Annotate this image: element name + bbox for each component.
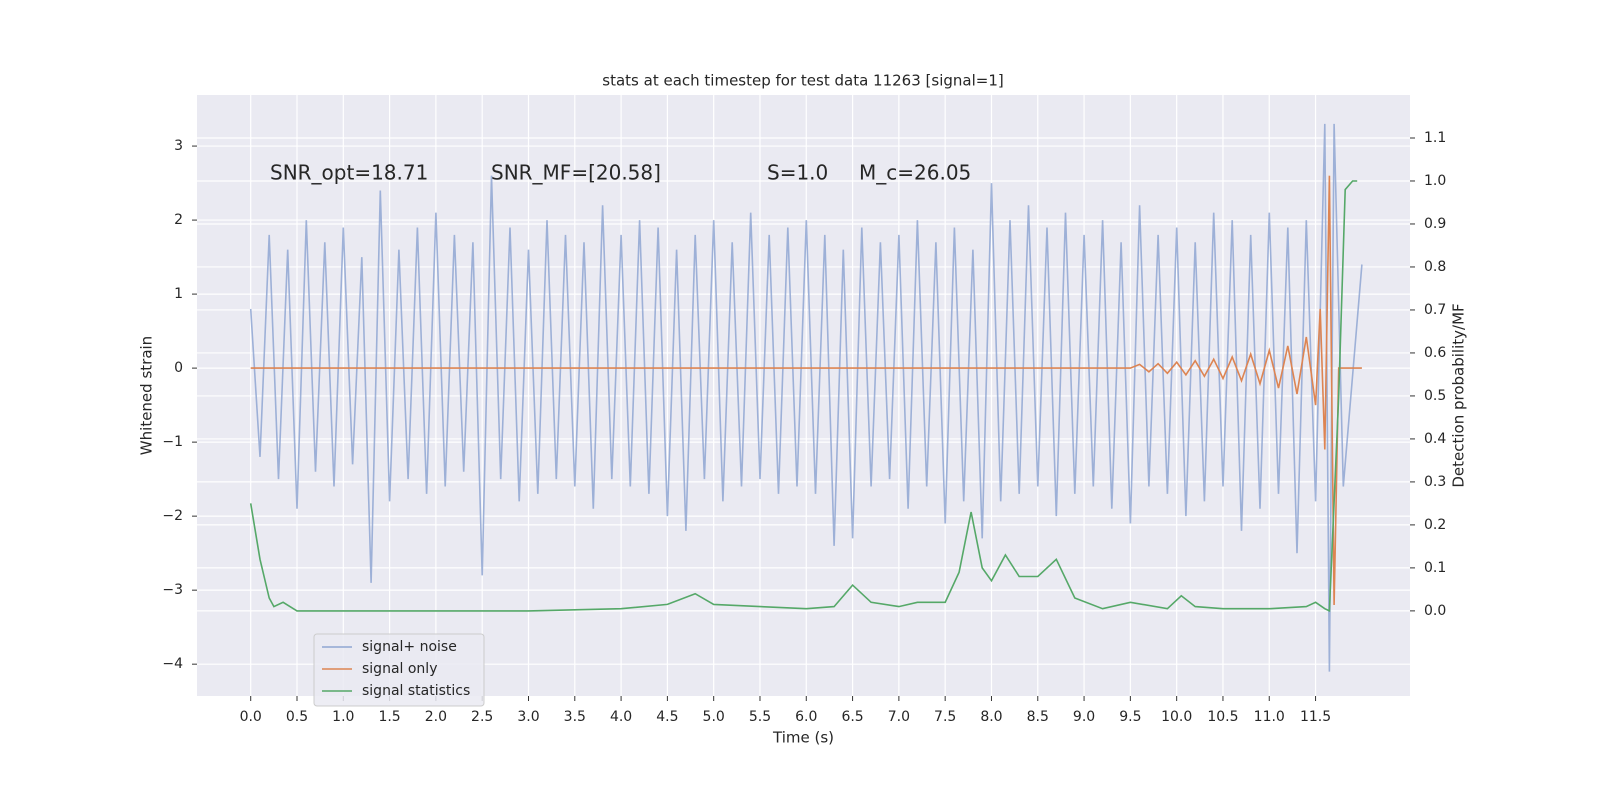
x-tick-label: 2.0 [425,709,447,725]
legend-box [313,633,485,707]
y-tick-label: −2 [162,508,183,524]
x-tick-label: 4.5 [656,709,678,725]
x-tick-label: 9.5 [1119,709,1141,725]
y2-tick-label: 0.5 [1424,388,1446,404]
x-tick-label: 6.5 [841,709,863,725]
y2-tick-label: 0.2 [1424,517,1446,533]
legend-label: signal statistics [362,683,470,699]
x-tick-label: 8.5 [1027,709,1049,725]
y-tick-label: 0 [174,360,183,376]
y2-tick-label: 0.6 [1424,345,1446,361]
y2-tick-label: 0.8 [1424,259,1446,275]
y-axis-label: Whitened strain [138,336,156,455]
y2-tick-label: 1.1 [1424,130,1446,146]
x-tick-label: 8.0 [980,709,1002,725]
series-line [250,175,1362,606]
legend-label: signal+ noise [362,639,457,655]
y-tick-label: 2 [174,212,183,228]
y2-tick-label: 0.9 [1424,216,1446,232]
chart-title: stats at each timestep for test data 112… [602,72,1003,90]
x-tick-label: 11.0 [1254,709,1285,725]
annotation: M_c=26.05 [859,161,971,185]
x-tick-label: 6.0 [795,709,817,725]
x-axis-label: Time (s) [772,729,834,747]
y-tick-label: 3 [174,138,183,154]
y2-tick-label: 0.3 [1424,474,1446,490]
annotation: SNR_MF=[20.58] [491,161,661,185]
y2-tick-label: 0.7 [1424,302,1446,318]
series-line [249,123,1363,672]
x-tick-label: 3.0 [517,709,539,725]
y2-tick-label: 0.4 [1424,431,1446,447]
x-tick-label: 7.5 [934,709,956,725]
y2-axis-label: Detection probability/MF [1450,303,1468,487]
x-tick-label: 5.0 [703,709,725,725]
y2-tick-label: 0.1 [1424,560,1446,576]
y-tick-label: −1 [162,434,183,450]
x-tick-label: 0.5 [286,709,308,725]
x-tick-label: 9.0 [1073,709,1095,725]
x-tick-label: 7.0 [888,709,910,725]
x-tick-label: 0.0 [240,709,262,725]
y-tick-label: −4 [162,656,183,672]
x-tick-label: 10.0 [1161,709,1192,725]
x-tick-label: 11.5 [1300,709,1331,725]
y-tick-label: 1 [174,286,183,302]
legend-label: signal only [362,661,437,677]
x-tick-label: 1.0 [332,709,354,725]
x-tick-label: 3.5 [564,709,586,725]
y2-tick-label: 0.0 [1424,603,1446,619]
annotation: S=1.0 [767,161,828,185]
x-tick-label: 10.5 [1207,709,1238,725]
x-tick-label: 2.5 [471,709,493,725]
y2-tick-label: 1.0 [1424,173,1446,189]
y-tick-label: −3 [162,582,183,598]
x-tick-label: 4.0 [610,709,632,725]
x-tick-label: 1.5 [378,709,400,725]
series-line [249,180,1358,613]
annotation: SNR_opt=18.71 [270,161,428,185]
x-tick-label: 5.5 [749,709,771,725]
